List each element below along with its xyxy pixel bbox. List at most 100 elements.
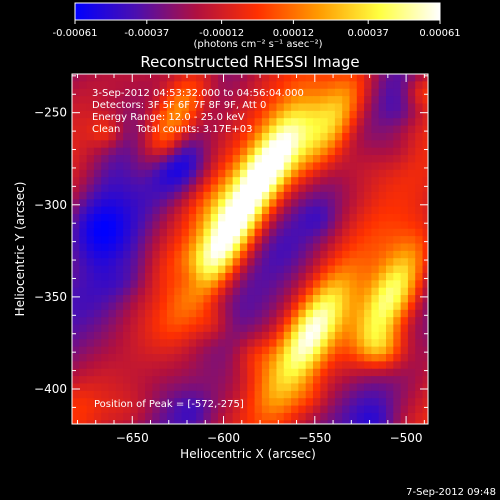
heatmap-cell <box>210 155 219 164</box>
heatmap-cell <box>210 199 219 208</box>
heatmap-cell <box>108 295 117 304</box>
heatmap-cell <box>123 405 132 414</box>
heatmap-cell <box>210 272 219 281</box>
heatmap-cell <box>166 317 175 326</box>
heatmap-cell <box>232 331 241 340</box>
heatmap-cell <box>174 81 183 90</box>
heatmap-cell <box>364 147 372 156</box>
heatmap-cell <box>247 132 256 141</box>
heatmap-cell <box>123 339 132 348</box>
heatmap-cell <box>196 280 205 289</box>
heatmap-cell <box>305 420 314 424</box>
heatmap-cell <box>291 361 299 370</box>
heatmap-cell <box>320 236 329 245</box>
heatmap-cell <box>196 243 205 252</box>
heatmap-cell <box>188 206 197 215</box>
heatmap-cell <box>269 81 278 90</box>
heatmap-cell <box>159 184 168 193</box>
heatmap-cell <box>378 250 387 259</box>
heatmap-cell <box>283 228 292 237</box>
heatmap-cell <box>108 214 117 222</box>
heatmap-cell <box>130 125 139 134</box>
heatmap-cell <box>86 177 95 186</box>
heatmap-cell <box>407 272 416 281</box>
heatmap-cell <box>356 155 365 164</box>
heatmap-cell <box>400 147 409 156</box>
heatmap-cell <box>247 140 256 149</box>
heatmap-cell <box>108 398 117 407</box>
heatmap-cell <box>181 331 190 340</box>
heatmap-cell <box>188 258 197 267</box>
heatmap-cell <box>159 206 168 215</box>
heatmap-cell <box>393 88 402 97</box>
heatmap-cell <box>356 390 365 399</box>
heatmap-cell <box>312 309 321 318</box>
heatmap-cell <box>371 228 380 237</box>
heatmap-cell <box>364 317 372 326</box>
heatmap-cell <box>137 390 146 399</box>
heatmap-cell <box>393 420 402 424</box>
heatmap-cell <box>247 199 256 208</box>
heatmap-cell <box>174 74 183 82</box>
heatmap-cell <box>261 199 270 208</box>
heatmap-cell <box>152 250 161 259</box>
heatmap-cell <box>342 339 351 348</box>
heatmap-cell <box>415 420 424 424</box>
heatmap-cell <box>312 125 321 134</box>
heatmap-cell <box>130 346 139 355</box>
heatmap-cell <box>218 140 226 149</box>
heatmap-cell <box>320 199 329 208</box>
heatmap-cell <box>93 331 102 340</box>
heatmap-cell <box>225 132 234 141</box>
heatmap-cell <box>115 354 124 362</box>
heatmap-cell <box>291 162 299 171</box>
x-tick-label: −600 <box>207 431 240 445</box>
heatmap-cell <box>320 140 329 149</box>
heatmap-cell <box>130 250 139 259</box>
heatmap-cell <box>174 103 183 112</box>
heatmap-cell <box>210 265 219 274</box>
heatmap-cell <box>137 272 146 281</box>
heatmap-cell <box>232 361 241 370</box>
heatmap-cell <box>115 110 124 119</box>
heatmap-cell <box>145 206 153 215</box>
heatmap-cell <box>101 383 110 392</box>
heatmap-cell <box>174 132 183 141</box>
heatmap-cell <box>239 74 248 82</box>
heatmap-cell <box>378 412 387 421</box>
heatmap-cell <box>93 191 102 200</box>
heatmap-cell <box>152 265 161 274</box>
heatmap-cell <box>196 354 205 362</box>
heatmap-cell <box>415 309 424 318</box>
heatmap-cell <box>298 140 307 149</box>
heatmap-cell <box>378 339 387 348</box>
heatmap-cell <box>320 118 329 127</box>
heatmap-cell <box>196 346 205 355</box>
heatmap-cell <box>371 169 380 178</box>
heatmap-cell <box>378 324 387 333</box>
heatmap-cell <box>269 272 278 281</box>
heatmap-cell <box>239 199 248 208</box>
heatmap-cell <box>108 155 117 164</box>
heatmap-cell <box>276 199 285 208</box>
heatmap-cell <box>356 272 365 281</box>
heatmap-cell <box>378 309 387 318</box>
heatmap-cell <box>327 280 336 289</box>
heatmap-cell <box>159 88 168 97</box>
heatmap-cell <box>298 317 307 326</box>
heatmap-cell <box>203 420 212 424</box>
heatmap-cell <box>145 258 153 267</box>
heatmap-cell <box>305 74 314 82</box>
heatmap-cell <box>371 125 380 134</box>
heatmap-cell <box>291 339 299 348</box>
heatmap-cell <box>261 412 270 421</box>
heatmap-cell <box>93 272 102 281</box>
heatmap-cell <box>247 184 256 193</box>
heatmap-cell <box>93 265 102 274</box>
heatmap-cell <box>291 280 299 289</box>
heatmap-cell <box>422 346 428 355</box>
x-tick-label: −550 <box>298 431 331 445</box>
heatmap-cell <box>239 103 248 112</box>
heatmap-cell <box>79 412 88 421</box>
heatmap-cell <box>159 376 168 385</box>
